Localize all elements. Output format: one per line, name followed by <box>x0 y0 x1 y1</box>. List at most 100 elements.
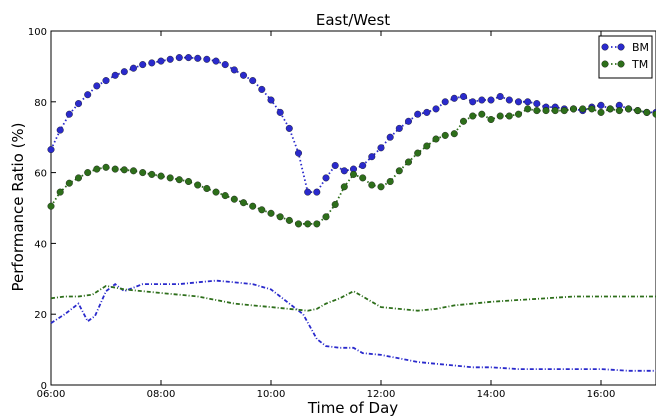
data-point <box>102 163 110 171</box>
data-point <box>652 110 656 118</box>
data-point <box>533 100 541 108</box>
y-tick-label: 0 <box>41 381 47 392</box>
data-point <box>524 105 532 113</box>
data-point <box>56 188 64 196</box>
data-point <box>249 202 257 210</box>
data-point <box>423 142 431 150</box>
data-point <box>239 199 247 207</box>
data-point <box>295 149 303 157</box>
data-point <box>93 165 101 173</box>
data-point <box>276 108 284 116</box>
data-point <box>606 105 614 113</box>
legend-label: BM <box>632 41 649 54</box>
legend-marker <box>617 43 625 51</box>
data-point <box>469 98 477 106</box>
data-point <box>230 195 238 203</box>
series-1 <box>47 105 656 228</box>
legend-marker <box>601 43 609 51</box>
data-point <box>56 126 64 134</box>
data-point <box>47 146 55 154</box>
series-line <box>50 279 656 372</box>
data-point <box>111 165 119 173</box>
data-point <box>74 174 82 182</box>
data-point <box>157 172 165 180</box>
data-point <box>184 177 192 185</box>
data-point <box>597 108 605 116</box>
legend-box <box>598 35 653 79</box>
x-tick-label: 08:00 <box>147 389 176 400</box>
data-point <box>368 153 376 161</box>
data-point <box>340 167 348 175</box>
legend-marker <box>617 60 625 68</box>
data-point <box>331 161 339 169</box>
data-point <box>120 68 128 76</box>
data-point <box>405 158 413 166</box>
data-point <box>184 54 192 62</box>
data-point <box>478 96 486 104</box>
data-point <box>175 176 183 184</box>
data-point <box>203 55 211 63</box>
y-tick-label: 80 <box>34 98 47 109</box>
data-point <box>450 94 458 102</box>
legend-marker <box>601 60 609 68</box>
data-point <box>377 183 385 191</box>
data-point <box>377 144 385 152</box>
data-point <box>313 220 321 228</box>
data-point <box>258 85 266 93</box>
data-point <box>450 130 458 138</box>
data-point <box>579 105 587 113</box>
data-point <box>432 135 440 143</box>
data-point <box>304 188 312 196</box>
x-tick-label: 12:00 <box>367 389 396 400</box>
data-point <box>570 105 578 113</box>
data-point <box>505 112 513 120</box>
data-point <box>432 105 440 113</box>
data-point <box>84 91 92 99</box>
data-point <box>487 96 495 104</box>
data-point <box>395 167 403 175</box>
data-point <box>239 71 247 79</box>
data-point <box>643 108 651 116</box>
data-point <box>423 108 431 116</box>
data-point <box>166 55 174 63</box>
data-point <box>496 112 504 120</box>
legend-entry: TM <box>601 58 648 71</box>
data-point <box>111 71 119 79</box>
chart-title: East/West <box>316 11 390 29</box>
data-point <box>93 82 101 90</box>
data-point <box>221 61 229 69</box>
data-point <box>230 66 238 74</box>
data-point <box>65 110 73 118</box>
plot-area <box>50 30 656 386</box>
data-point <box>194 181 202 189</box>
data-point <box>212 188 220 196</box>
data-point <box>74 100 82 108</box>
data-point <box>84 169 92 177</box>
data-point <box>129 167 137 175</box>
series-line <box>50 284 656 312</box>
x-tick-label: 06:00 <box>37 389 66 400</box>
data-point <box>615 107 623 115</box>
data-point <box>524 98 532 106</box>
data-point <box>212 57 220 65</box>
data-point <box>331 200 339 208</box>
y-tick-label: 60 <box>34 169 47 180</box>
data-point <box>313 188 321 196</box>
data-point <box>414 149 422 157</box>
data-point <box>395 124 403 132</box>
x-tick-label: 16:00 <box>587 389 616 400</box>
data-point <box>386 177 394 185</box>
data-point <box>267 96 275 104</box>
data-point <box>386 133 394 141</box>
data-point <box>304 220 312 228</box>
data-point <box>478 110 486 118</box>
data-point <box>166 174 174 182</box>
data-point <box>258 206 266 214</box>
data-point <box>533 107 541 115</box>
data-point <box>285 124 293 132</box>
data-point <box>148 170 156 178</box>
legend-label: TM <box>631 58 648 71</box>
data-point <box>194 54 202 62</box>
data-point <box>441 98 449 106</box>
data-point <box>441 131 449 139</box>
